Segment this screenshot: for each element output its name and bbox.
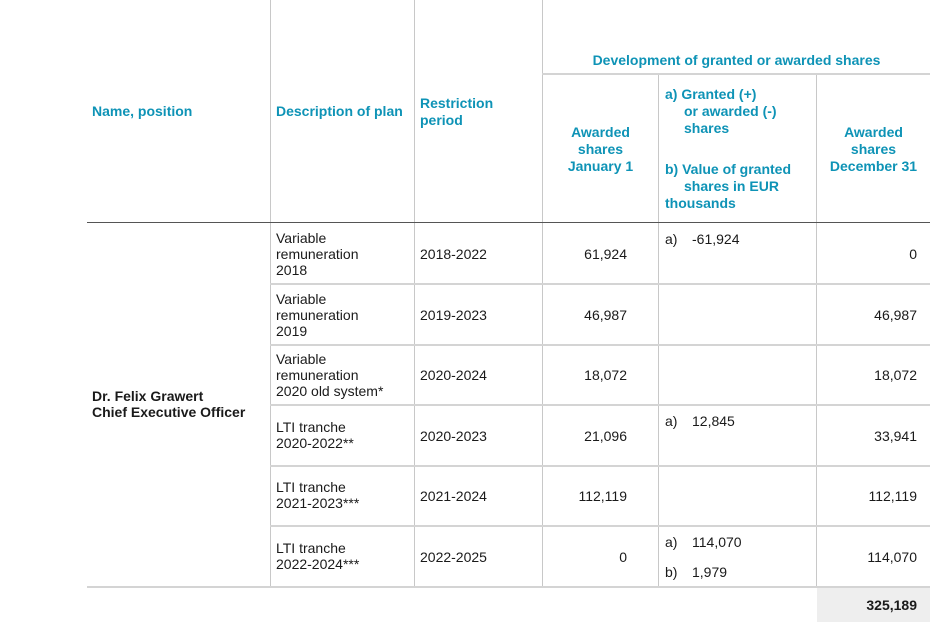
awarded-dec-value: 18,072 [874,367,917,383]
plan-description-line: 2020-2022** [276,435,354,451]
plan-description-line: LTI tranche [276,479,346,495]
plan-description: Variable remuneration 2019 [276,291,412,339]
granted-a-value: -61,924 [692,231,740,247]
granted-a-label: a) [665,534,678,550]
granted-b-value: 1,979 [692,564,728,580]
restriction-period: 2020-2023 [420,428,487,444]
awarded-dec-value: 46,987 [874,307,917,323]
awarded-jan-value: 18,072 [584,367,627,383]
granted-b-label: b) [665,564,678,580]
grid-line [414,0,415,587]
plan-description: LTI tranche 2020-2022** [276,419,412,451]
awarded-jan-value: 61,924 [584,246,627,262]
plan-description: LTI tranche 2022-2024*** [276,540,412,572]
awarded-jan-value: 112,119 [578,488,627,504]
column-header-name: Name, position [92,103,193,119]
granted-a-label: a) [665,413,678,429]
grid-line [816,74,817,587]
awarded-jan-value: 0 [619,549,627,565]
granted-a-label: a) [665,231,678,247]
plan-description: Variable remuneration 2018 [276,230,412,278]
row-divider [270,404,930,406]
granted-a-value: 12,845 [692,413,735,429]
column-header-granted: a) Granted (+) or awarded (-) shares b) … [665,86,792,211]
restriction-period: 2020-2024 [420,367,487,383]
plan-description-line: 2020 old system* [276,383,384,399]
person-block: Dr. Felix Grawert Chief Executive Office… [92,388,245,420]
person-name: Dr. Felix Grawert [92,388,204,404]
grid-line [658,74,659,587]
column-header-jan: Awarded shares January 1 [567,124,634,174]
column-header-plan: Description of plan [276,103,403,119]
row-divider [270,344,930,346]
plan-description: Variable remuneration 2020 old system* [276,351,412,399]
column-header-dec: Awarded shares December 31 [829,124,918,174]
restriction-period: 2021-2024 [420,488,487,504]
plan-description-line: remuneration [276,307,359,323]
restriction-period: 2022-2025 [420,549,487,565]
plan-description-line: LTI tranche [276,419,346,435]
header-divider [87,222,930,223]
plan-description-line: 2018 [276,262,308,278]
awarded-dec-value: 112,119 [868,488,917,504]
plan-description-line: 2021-2023*** [276,495,360,511]
column-header-restriction: Restriction period [420,95,494,128]
plan-description-line: Variable [276,351,327,367]
plan-description-line: Variable [276,230,327,246]
awarded-dec-value: 33,941 [874,428,917,444]
awarded-dec-value: 114,070 [867,549,917,565]
plan-description-line: Variable [276,291,327,307]
granted-a-value: 114,070 [692,534,742,550]
grid-line [542,0,543,587]
awarded-jan-value: 21,096 [584,428,627,444]
restriction-period: 2018-2022 [420,246,487,262]
awarded-jan-value: 46,987 [584,307,627,323]
grid-line [270,0,271,587]
plan-description-line: remuneration [276,367,359,383]
person-position: Chief Executive Officer [92,404,246,420]
plan-description-line: 2022-2024*** [276,556,360,572]
restriction-period: 2019-2023 [420,307,487,323]
awarded-dec-value: 0 [909,246,917,262]
row-divider [87,586,930,588]
group-header: Development of granted or awarded shares [592,52,881,68]
plan-description: LTI tranche 2021-2023*** [276,479,412,511]
row-divider [270,283,930,285]
row-divider [270,465,930,467]
total-cell [817,588,930,622]
grid-line [542,73,930,75]
plan-description-line: LTI tranche [276,540,346,556]
plan-description-line: 2019 [276,323,308,339]
plan-description-line: remuneration [276,246,359,262]
row-divider [270,525,930,527]
total-value: 325,189 [866,597,917,613]
